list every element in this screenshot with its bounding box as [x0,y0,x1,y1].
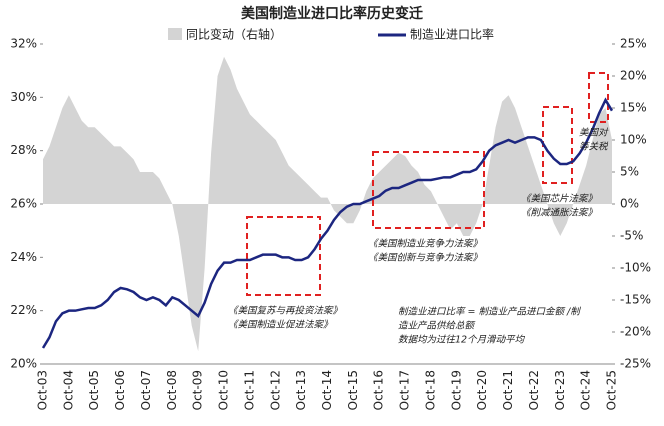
annotation: 《美国制造业促进法案》 [228,319,333,331]
highlight-box [588,72,609,123]
y2-tick-label: 0% [620,197,639,211]
y-tick-label: 32% [10,37,37,51]
highlight-box [542,106,573,184]
y-tick-label: 30% [10,90,37,104]
chart-title: 美国制造业进口比率历史变迁 [241,5,423,22]
y2-tick-label: 5% [620,165,639,179]
highlight-box [246,216,321,296]
x-tick-label: Oct-25 [605,370,619,410]
line [41,97,614,349]
y2-tick-label: 15% [620,101,647,115]
y-tick-label: 22% [10,303,37,317]
annotation: 《削减通胀法案》 [521,207,597,219]
highlight-box [372,151,485,229]
x-tick-label: Oct-12 [268,370,282,410]
annotation: 等关税 [579,141,609,153]
x-tick-label: Oct-21 [501,370,515,410]
y-tick-label: 26% [10,197,37,211]
y-tick-label: 24% [10,250,37,264]
annotation: 数据均为过往12个月滑动平均 [398,334,526,346]
x-tick-label: Oct-10 [217,370,231,410]
x-tick-label: Oct-14 [320,370,334,410]
x-tick-label: Oct-17 [398,370,412,410]
y2-tick-label: -20% [620,325,651,339]
annotation: 制造业进口比率 = 制造业产品进口金额 /制 [398,306,581,318]
annotation: 《美国制造业竞争力法案》 [368,238,482,250]
annotation: 《美国创新与竞争力法案》 [368,252,482,264]
x-tick-label: Oct-09 [191,370,205,410]
x-tick-label: Oct-20 [475,370,489,410]
y2-tick-label: 20% [620,69,647,83]
x-tick-label: Oct-07 [139,370,153,410]
x-tick-label: Oct-06 [113,370,127,410]
legend-swatch [168,28,182,40]
y2-tick-label: -25% [620,357,651,371]
y2-tick-label: 10% [620,133,647,147]
x-tick-label: Oct-18 [423,370,437,410]
x-tick-label: Oct-11 [242,370,256,410]
y-tick-label: 28% [10,143,37,157]
legend-label: 同比变动（右轴） [186,27,282,42]
x-tick-label: Oct-03 [36,370,50,410]
area [43,56,612,352]
x-tick-label: Oct-22 [527,370,541,410]
x-tick-label: Oct-23 [553,370,567,410]
annotation: 美国对 [579,127,609,139]
y2-tick-label: -15% [620,293,651,307]
x-tick-label: Oct-05 [87,370,101,410]
x-tick-label: Oct-19 [449,370,463,410]
x-tick-label: Oct-16 [372,370,386,410]
x-tick-label: Oct-24 [579,370,593,410]
y2-tick-label: -10% [620,261,651,275]
x-tick-label: Oct-04 [61,370,75,410]
x-tick-label: Oct-13 [294,370,308,410]
y2-tick-label: -5% [620,229,643,243]
x-tick-label: Oct-15 [346,370,360,410]
y-tick-label: 20% [10,357,37,371]
annotation: 《美国芯片法案》 [521,193,597,205]
annotation: 造业产品供给总额 [398,321,476,332]
x-tick-label: Oct-08 [165,370,179,410]
y2-tick-label: 25% [620,37,647,51]
annotation: 《美国复苏与再投资法案》 [228,305,342,317]
legend-label: 制造业进口比率 [410,27,494,42]
